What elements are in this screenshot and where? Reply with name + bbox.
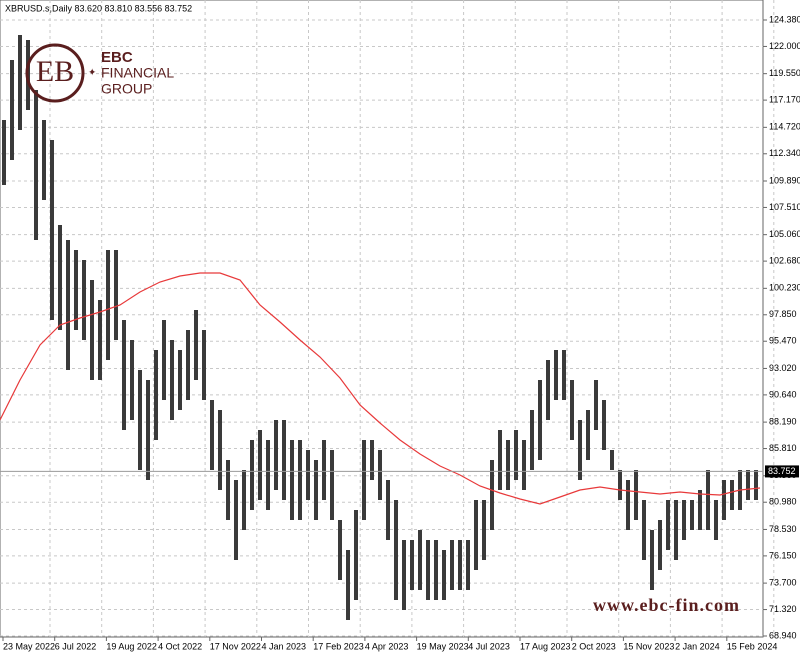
logo-mark: EB xyxy=(36,55,74,88)
x-tick-label: 4 Jan 2023 xyxy=(262,641,307,651)
y-tick-label: 102.680 xyxy=(769,255,800,265)
y-tick-label: 85.810 xyxy=(769,443,797,453)
logo: EB ✦ EBC FINANCIAL GROUP xyxy=(25,43,174,103)
moving-average xyxy=(0,272,761,505)
y-tick-label: 88.190 xyxy=(769,416,797,426)
y-tick-label: 114.720 xyxy=(769,122,800,132)
y-tick-label: 95.470 xyxy=(769,336,797,346)
y-tick-label: 71.320 xyxy=(769,604,797,614)
logo-star: ✦ xyxy=(88,68,96,79)
x-tick-label: 17 Aug 2023 xyxy=(520,641,571,651)
watermark: www.ebc-fin.com xyxy=(593,595,740,615)
x-tick-label: 2 Oct 2023 xyxy=(572,641,616,651)
x-tick-label: 4 Oct 2022 xyxy=(158,641,202,651)
y-tick-label: 76.150 xyxy=(769,550,797,560)
x-tick-label: 23 May 2022 xyxy=(3,641,55,651)
y-tick-label: 73.700 xyxy=(769,577,797,587)
y-tick-label: 109.890 xyxy=(769,175,800,185)
y-tick-label: 80.980 xyxy=(769,497,797,507)
y-tick-label: 124.380 xyxy=(769,14,800,24)
x-tick-label: 19 Aug 2022 xyxy=(106,641,157,651)
logo-line1: EBC xyxy=(101,49,133,66)
last-price-tag xyxy=(765,465,799,478)
y-tick-label: 97.850 xyxy=(769,309,797,319)
y-tick-label: 112.340 xyxy=(769,148,800,158)
y-tick-label: 90.640 xyxy=(769,389,797,399)
logo-line3: GROUP xyxy=(101,81,152,97)
y-tick-label: 93.020 xyxy=(769,363,797,373)
y-tick-label: 122.000 xyxy=(769,41,800,51)
chart-title: XBRUSD.s,Daily 83.620 83.810 83.556 83.7… xyxy=(5,3,192,13)
x-tick-label: 4 Apr 2023 xyxy=(365,641,409,651)
y-tick-label: 105.060 xyxy=(769,229,800,239)
x-tick-label: 19 May 2023 xyxy=(417,641,469,651)
y-tick-label: 100.230 xyxy=(769,283,800,293)
x-tick-label: 6 Jul 2022 xyxy=(55,641,97,651)
y-tick-label: 119.550 xyxy=(769,68,800,78)
x-tick-label: 17 Nov 2022 xyxy=(210,641,261,651)
last-price-label: 83.752 xyxy=(768,466,796,476)
x-tick-label: 4 Jul 2023 xyxy=(468,641,510,651)
x-tick-label: 15 Nov 2023 xyxy=(623,641,674,651)
x-tick-label: 2 Jan 2024 xyxy=(675,641,720,651)
plot-frame xyxy=(0,0,764,638)
y-tick-label: 78.530 xyxy=(769,524,797,534)
y-tick-label: 117.170 xyxy=(769,94,800,104)
x-tick-label: 15 Feb 2024 xyxy=(727,641,778,651)
logo-line2: FINANCIAL xyxy=(101,65,174,81)
y-tick-label: 107.510 xyxy=(769,202,800,212)
logo-ring xyxy=(25,43,85,103)
y-tick-label: 68.940 xyxy=(769,630,797,640)
x-tick-label: 17 Feb 2023 xyxy=(313,641,364,651)
